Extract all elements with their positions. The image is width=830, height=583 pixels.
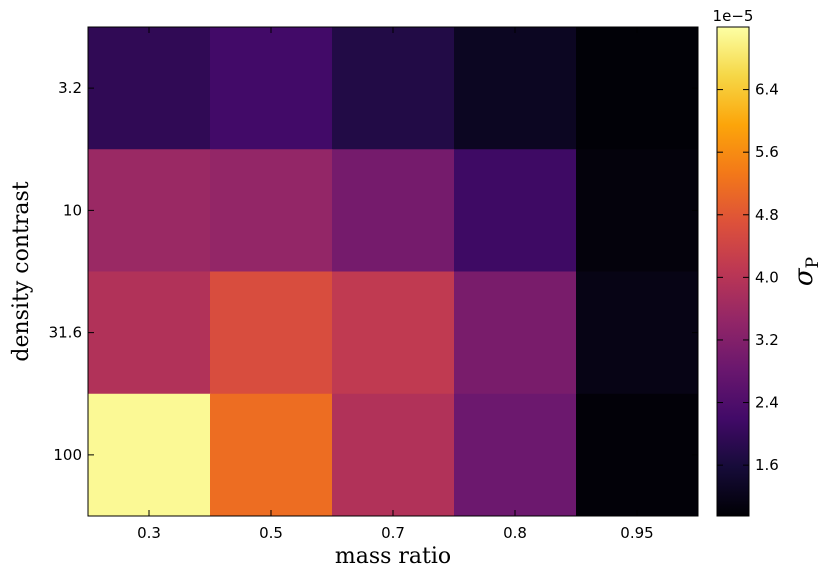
- colorbar-tick-label: 4.8: [755, 206, 779, 224]
- heatmap-cell: [210, 393, 333, 517]
- heatmap-cell: [454, 393, 577, 517]
- heatmap-cells: [88, 27, 699, 517]
- colorbar-tick-label: 4.0: [755, 268, 779, 286]
- heatmap-cell: [210, 149, 333, 272]
- colorbar-tick-label: 3.2: [755, 331, 779, 349]
- heatmap-cell: [88, 393, 211, 517]
- colorbar-tick-label: 1.6: [755, 456, 779, 474]
- heatmap-cell: [88, 149, 211, 272]
- x-axis-ticks: 0.3 0.5 0.7 0.8 0.95: [137, 27, 654, 542]
- heatmap-cell: [576, 149, 699, 272]
- x-axis-label: mass ratio: [335, 544, 451, 569]
- colorbar-ticks: 1.6 2.4 3.2 4.0 4.8 5.6 6.4: [717, 81, 779, 474]
- colorbar-exponent-label: 1e−5: [713, 7, 754, 25]
- heatmap-cell: [88, 271, 211, 395]
- heatmap-cell: [454, 271, 577, 395]
- x-tick-label: 0.95: [620, 524, 653, 542]
- y-tick-label: 31.6: [49, 324, 82, 342]
- y-tick-label: 10: [63, 201, 82, 219]
- colorbar-label: σP: [789, 257, 823, 286]
- heatmap-cell: [88, 27, 211, 150]
- heatmap-cell: [576, 393, 699, 517]
- colorbar-label-subscript: P: [803, 257, 823, 268]
- heatmap-cell: [576, 27, 699, 150]
- heatmap-cell: [332, 393, 455, 517]
- y-tick-label: 100: [53, 446, 82, 464]
- colorbar-tick-label: 2.4: [755, 394, 779, 412]
- heatmap-cell: [454, 149, 577, 272]
- heatmap-cell: [210, 27, 333, 150]
- colorbar-label-symbol: σ: [789, 267, 819, 286]
- y-axis-ticks: 3.2 10 31.6 100: [49, 79, 698, 464]
- x-tick-label: 0.8: [503, 524, 527, 542]
- y-tick-label: 3.2: [58, 79, 82, 97]
- heatmap-cell: [576, 271, 699, 395]
- x-tick-label: 0.5: [259, 524, 283, 542]
- x-tick-label: 0.7: [381, 524, 405, 542]
- colorbar-tick-label: 6.4: [755, 81, 779, 99]
- x-tick-label: 0.3: [137, 524, 161, 542]
- heatmap-cell: [210, 271, 333, 395]
- colorbar-tick-label: 5.6: [755, 143, 779, 161]
- heatmap-cell: [332, 27, 455, 150]
- heatmap-cell: [454, 27, 577, 150]
- colorbar: [716, 26, 750, 517]
- heatmap-cell: [332, 271, 455, 395]
- y-axis-label: density contrast: [9, 181, 34, 361]
- heatmap-cell: [332, 149, 455, 272]
